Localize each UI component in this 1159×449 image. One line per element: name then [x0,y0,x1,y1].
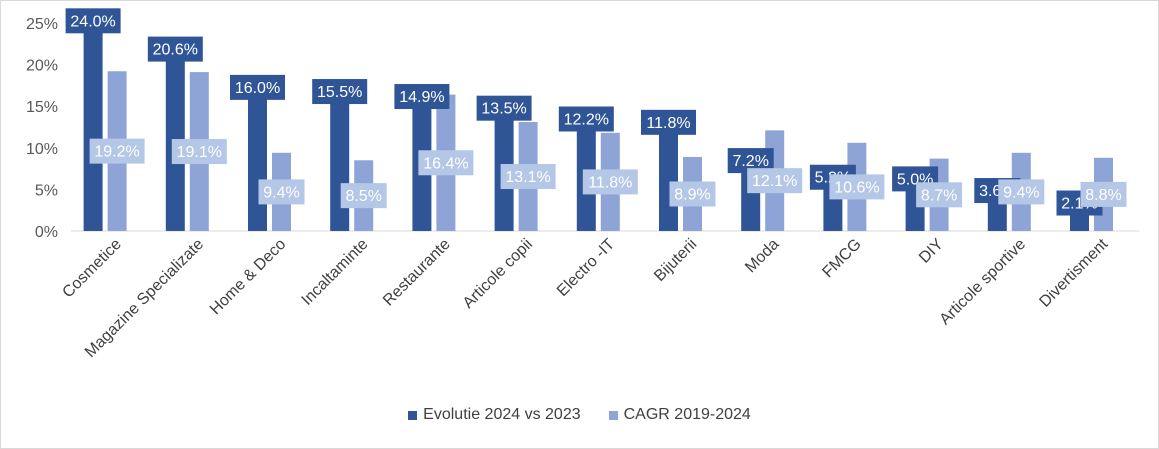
data-label-evolutie: 16.0% [235,80,280,97]
y-tick-label: 10% [26,141,58,158]
data-label-cagr: 16.4% [423,155,468,172]
data-label-evolutie: 15.5% [317,84,362,101]
data-label-evolutie-box [641,109,696,135]
legend-item-cagr: CAGR 2019-2024 [608,406,751,424]
data-label-evolutie-box [230,74,285,100]
data-label-cagr: 9.4% [263,184,299,201]
data-label-evolutie-box [394,84,450,110]
data-label-cagr: 9.4% [1003,184,1039,201]
legend-label-evolutie: Evolutie 2024 vs 2023 [423,406,581,423]
data-label-cagr: 8.7% [921,187,957,204]
data-label-cagr-box [1080,181,1127,207]
category-label: Moda [742,236,782,276]
y-tick-label: 15% [26,99,58,116]
data-label-evolutie: 24.0% [70,13,115,30]
bar-evolutie [330,102,350,231]
data-label-cagr: 8.9% [674,186,710,203]
bar-evolutie [987,201,1007,231]
data-label-evolutie: 20.6% [153,42,198,59]
data-label-evolutie-box [558,106,614,132]
data-label-evolutie-box [147,36,203,62]
data-label-cagr-box [89,138,145,164]
data-label-cagr-box [500,164,556,190]
category-label: Cosmetice [59,236,125,302]
legend: Evolutie 2024 vs 2023 CAGR 2019-2024 [1,406,1158,424]
bar-evolutie [1070,213,1089,231]
category-label: Home & Deco [207,236,290,319]
bar-evolutie [248,97,267,231]
data-label-evolutie: 7.2% [732,153,768,170]
data-label-cagr-box [582,169,638,195]
category-label: Divertisment [1036,235,1111,310]
data-label-cagr-box [258,179,305,205]
data-label-cagr-box [418,150,474,176]
category-label: Bijuterii [651,236,700,285]
legend-swatch-evolutie [408,410,418,420]
data-label-evolutie-box [476,95,532,121]
category-label: FMCG [819,236,864,281]
data-label-cagr-box [669,181,716,207]
legend-item-evolutie: Evolutie 2024 vs 2023 [408,406,581,424]
category-label: DIY [916,236,947,267]
data-label-cagr-box [340,183,387,209]
y-tick-label: 5% [35,182,58,199]
data-label-cagr: 19.1% [177,144,222,161]
data-label-cagr: 19.2% [94,144,139,161]
data-label-cagr: 10.6% [834,179,879,196]
data-label-cagr-box [998,179,1045,205]
data-label-evolutie: 12.2% [564,111,609,128]
data-label-evolutie-box [312,79,368,105]
bar-chart: 0% 5% 10% 15% 20% 25% 24.0% 19.2% Cosmetice 20.6%… [26,8,1140,361]
data-label-cagr-box [829,174,885,200]
bar-evolutie [83,31,103,231]
data-label-cagr: 8.5% [345,188,381,205]
category-label: Articole sportive [937,236,1030,329]
data-label-evolutie-box [65,8,121,34]
data-label-evolutie: 11.8% [646,115,690,132]
data-label-cagr-box [916,182,963,208]
data-label-cagr: 12.1% [752,173,797,190]
data-label-cagr: 11.8% [588,174,632,191]
data-label-evolutie: 14.9% [399,89,444,106]
category-label: Articole copii [460,236,536,312]
data-label-cagr-box [747,168,803,194]
data-label-cagr: 13.1% [505,169,550,186]
data-label-cagr-box [171,139,227,165]
category-label: Incaltaminte [299,236,372,309]
category-label: Electro -IT [554,236,618,300]
legend-swatch-cagr [608,410,618,420]
data-label-evolutie: 13.5% [481,101,526,118]
category-label: Restaurante [380,236,454,310]
y-tick-label: 20% [26,58,58,75]
legend-label-cagr: CAGR 2019-2024 [623,406,751,423]
data-label-cagr: 8.8% [1085,187,1121,204]
y-tick-label: 0% [35,224,58,241]
y-tick-label: 25% [26,16,58,33]
